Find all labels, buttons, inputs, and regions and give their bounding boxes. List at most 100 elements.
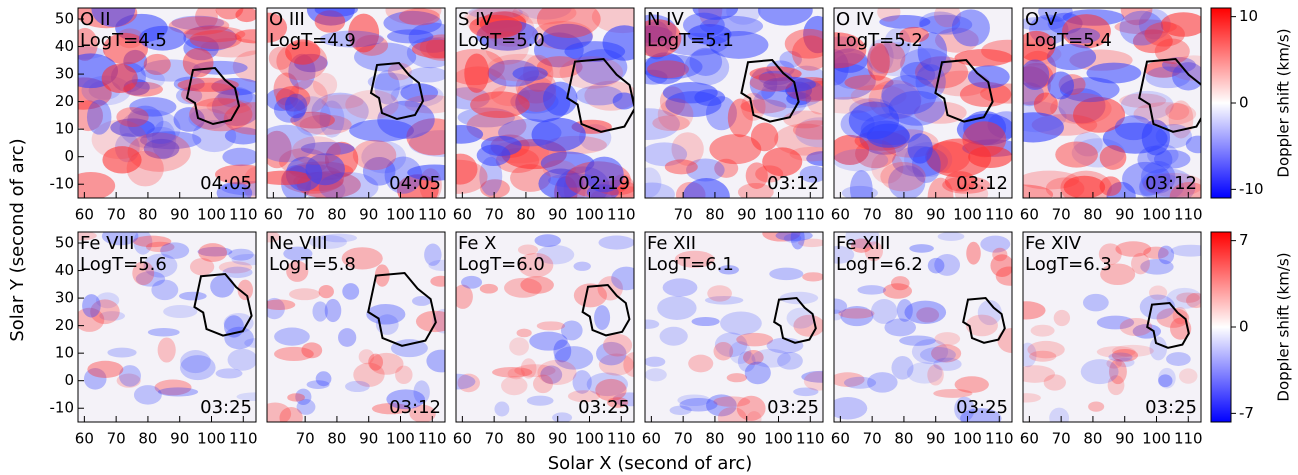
map-blob: [645, 52, 686, 85]
map-blob: [934, 332, 961, 346]
map-blob: [345, 380, 370, 393]
map-blob: [116, 373, 141, 388]
map-blob: [793, 387, 819, 397]
map-bg: [267, 232, 445, 422]
map-blob: [283, 246, 313, 261]
time-label: 02:19: [578, 173, 630, 194]
map-blob: [211, 88, 256, 127]
map-blob: [623, 352, 634, 377]
time-label: 03:12: [389, 397, 441, 418]
x-tick-label: 100: [197, 206, 226, 224]
map-bg: [834, 232, 1012, 422]
panel-frame: [833, 231, 1013, 423]
colorbar: [1210, 231, 1232, 423]
x-tick-label: 110: [1174, 430, 1203, 448]
map-blob: [761, 76, 823, 109]
map-blob: [188, 108, 228, 130]
map-blob: [456, 153, 478, 185]
map-blob: [151, 279, 179, 301]
map-blob: [718, 265, 739, 275]
x-tick-label: 100: [764, 430, 793, 448]
map-blob: [962, 121, 1007, 158]
map-blob: [1107, 375, 1125, 396]
x-tick-label: 100: [1142, 430, 1171, 448]
y-tick-label: 0: [64, 371, 74, 389]
map-blob: [758, 8, 813, 26]
map-blob: [1161, 57, 1196, 73]
x-tick-label: 90: [548, 430, 567, 448]
map-blob: [183, 25, 237, 52]
panel-frame: [266, 7, 446, 199]
map-blob: [684, 49, 730, 86]
map-blob: [795, 117, 823, 148]
map-blob: [598, 235, 634, 250]
map-blob: [1030, 324, 1055, 337]
map-blob: [1185, 135, 1201, 154]
map-blob: [645, 108, 680, 140]
map-blob: [86, 99, 112, 135]
panel-frame: [77, 7, 257, 199]
map-bg: [78, 232, 256, 422]
y-tick-label: 0: [64, 147, 74, 165]
y-tick-label: -10: [50, 399, 75, 417]
map-blob: [366, 303, 406, 325]
panel-frame: [1022, 231, 1202, 423]
map-blob: [390, 83, 444, 108]
logt-label: LogT=4.9: [269, 30, 356, 51]
map-blob: [657, 98, 694, 131]
map-blob: [538, 168, 583, 198]
map-blob: [927, 257, 945, 274]
map-blob: [1023, 16, 1065, 31]
map-blob: [517, 252, 554, 278]
map-blob: [83, 368, 107, 390]
map-blob: [1139, 173, 1184, 198]
map-blob: [1176, 292, 1200, 303]
map-blob: [645, 54, 703, 80]
y-tick-label: 10: [55, 344, 74, 362]
map-blob: [645, 142, 688, 167]
map-blob: [1073, 132, 1103, 157]
map-blob: [714, 332, 748, 358]
panel-frame: [266, 231, 446, 423]
map-blob: [132, 261, 155, 286]
map-blob: [395, 365, 413, 385]
map-blob: [741, 92, 766, 121]
map-blob: [645, 182, 675, 198]
time-label: 03:25: [956, 397, 1008, 418]
y-tick-label: 20: [55, 316, 74, 334]
map-blob: [168, 16, 230, 35]
map-blob: [1140, 160, 1176, 194]
map-image: [267, 8, 445, 198]
map-blob: [904, 300, 947, 325]
panel-frame: [1022, 7, 1202, 199]
x-tick-label: 70: [296, 206, 315, 224]
map-blob: [774, 123, 823, 156]
map-blob: [1115, 241, 1152, 257]
map-blob: [679, 397, 718, 412]
map-blob: [1111, 344, 1154, 357]
map-blob: [1166, 352, 1191, 366]
map-blob: [1027, 340, 1065, 359]
map-blob: [1059, 77, 1120, 103]
contour: [566, 57, 634, 133]
map-blob: [927, 177, 954, 198]
map-blob: [267, 299, 296, 311]
map-blob: [1023, 301, 1046, 320]
map-blob: [318, 284, 334, 299]
map-blob: [880, 83, 921, 119]
map-blob: [309, 235, 347, 249]
map-blob: [1140, 258, 1174, 275]
map-blob: [686, 158, 725, 182]
map-blob: [1049, 407, 1070, 422]
map-blob: [717, 407, 747, 422]
map-blob: [1050, 92, 1112, 125]
map-bg: [645, 232, 823, 422]
map-blob: [415, 310, 445, 333]
map-blob: [1157, 245, 1175, 265]
map-blob: [1053, 309, 1071, 327]
map-blob: [387, 62, 412, 81]
map-blob: [1120, 90, 1174, 120]
map-blob: [594, 305, 611, 330]
map-blob: [1158, 367, 1176, 389]
